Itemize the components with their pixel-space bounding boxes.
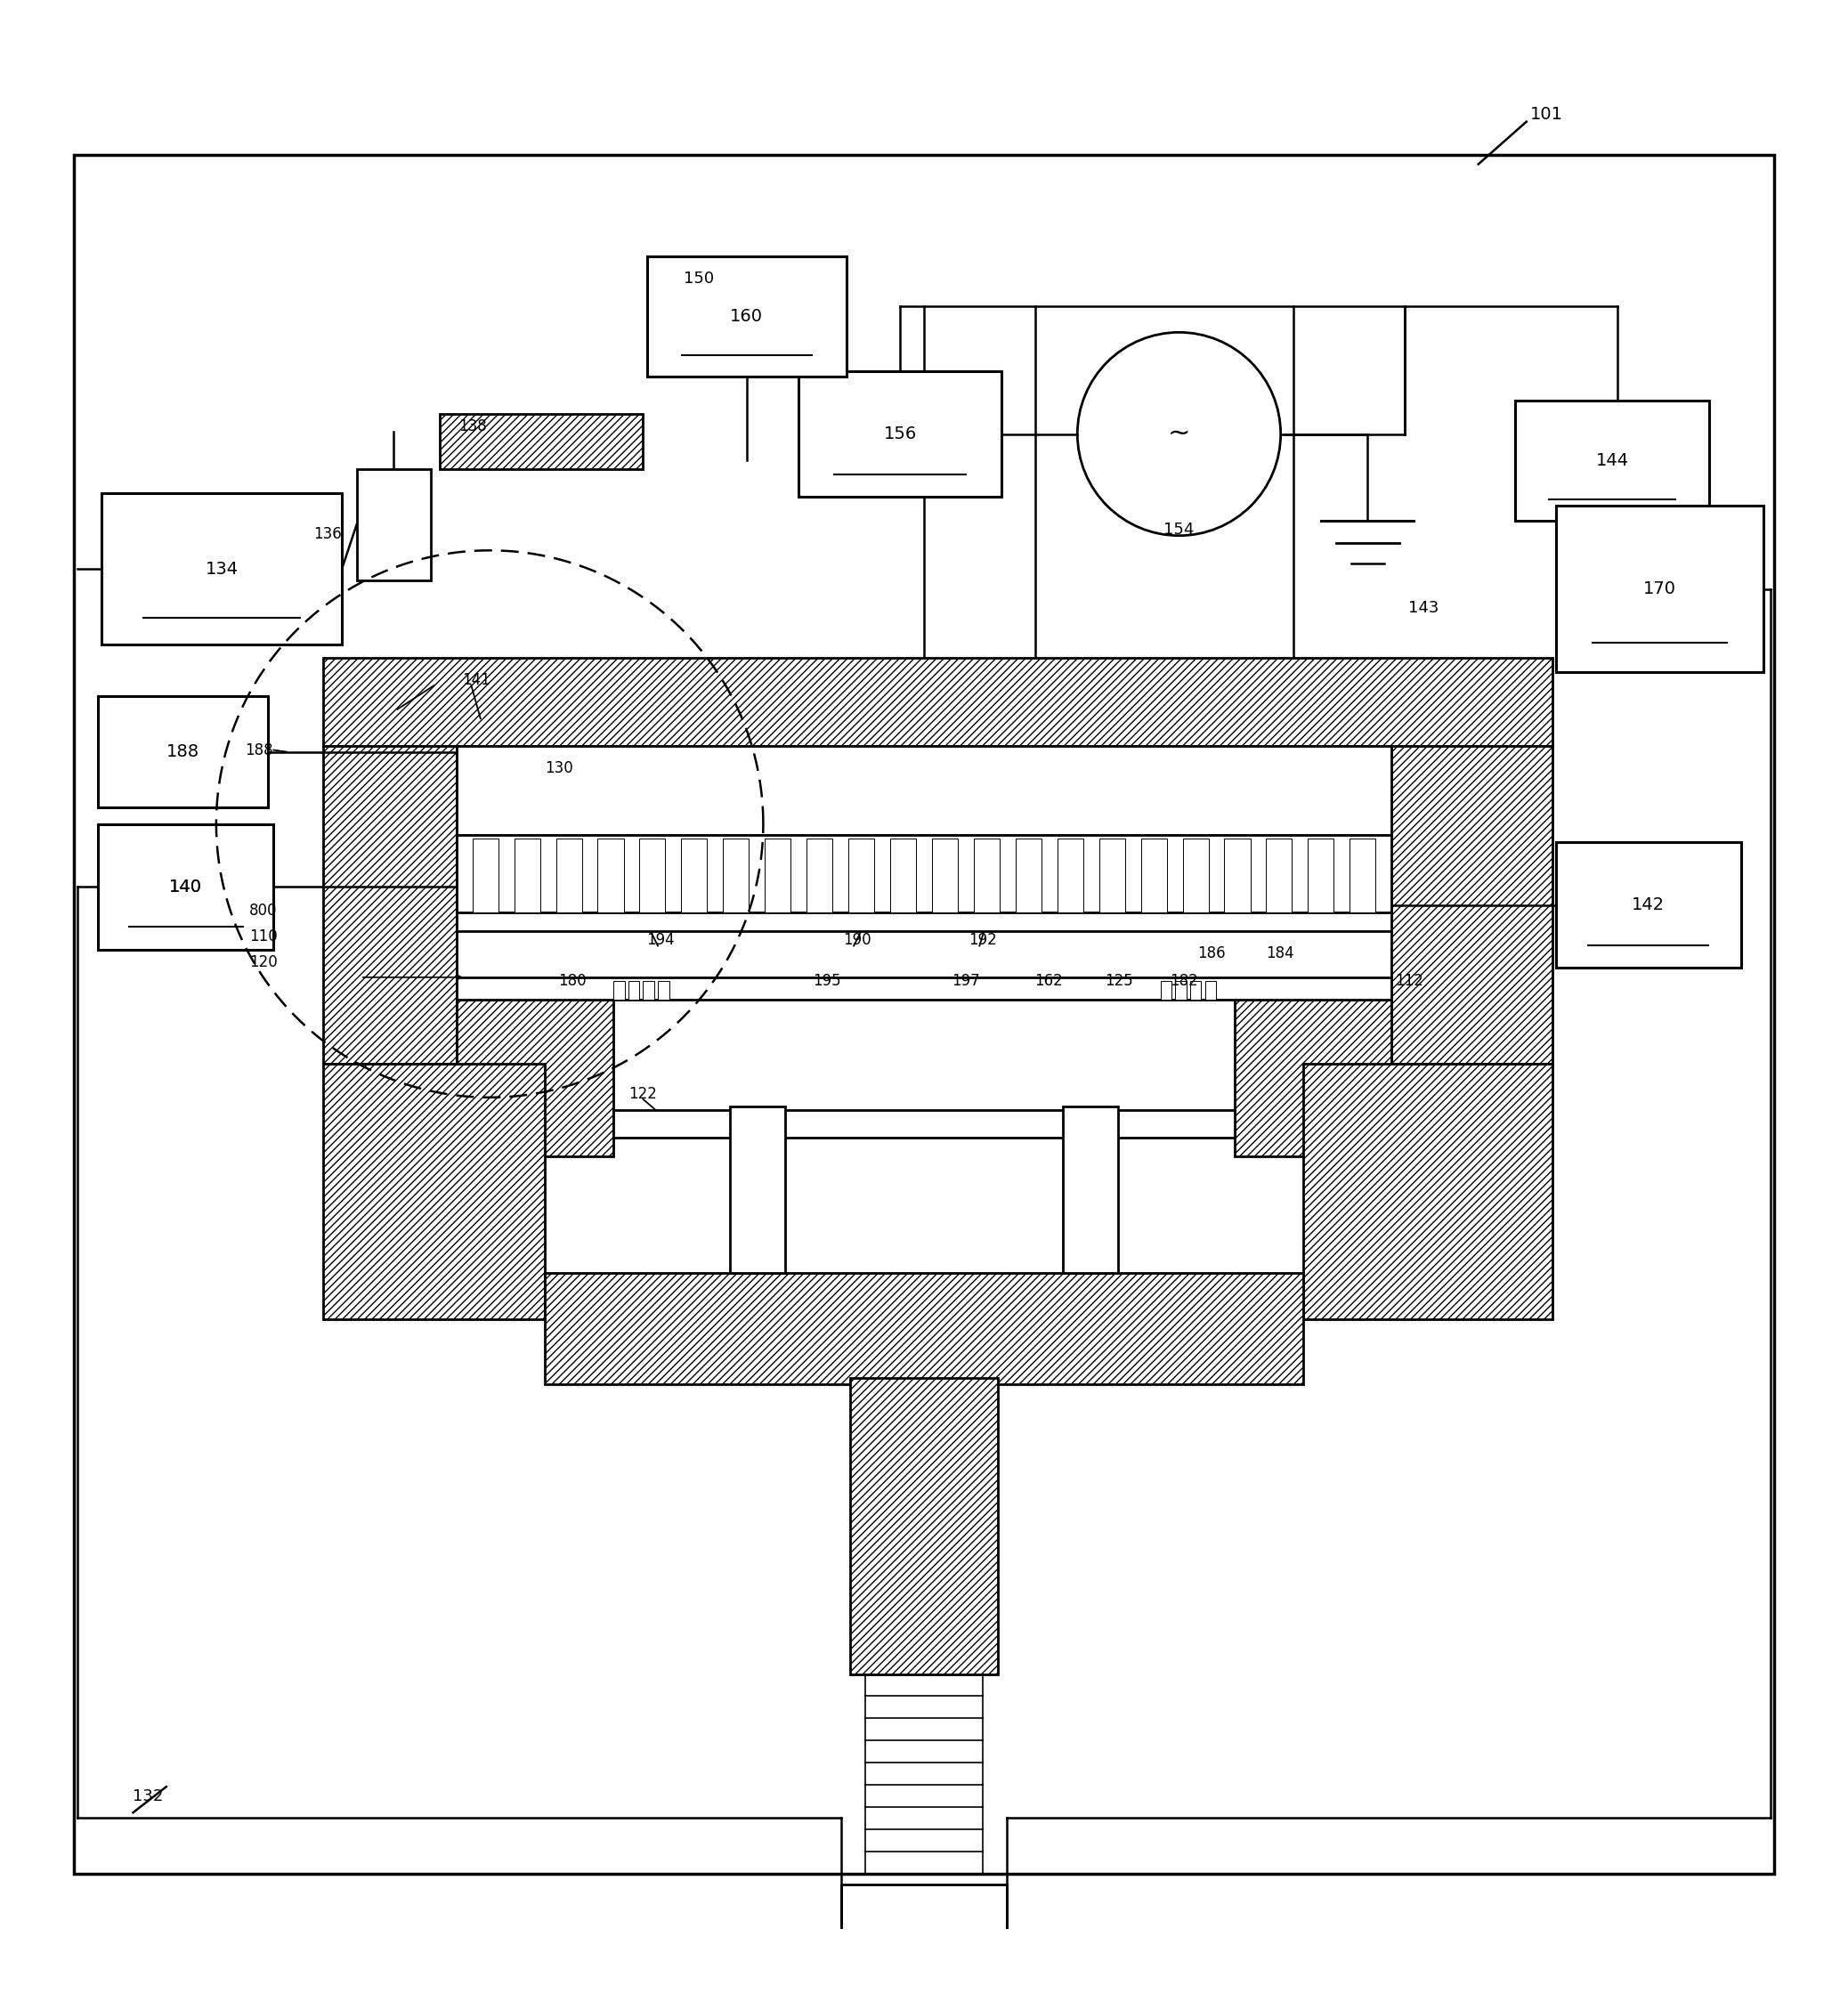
Bar	[865, 1962, 983, 2002]
Bar	[643, 981, 654, 999]
Bar	[647, 257, 846, 376]
Text: 186: 186	[1198, 945, 1225, 961]
Text: 130: 130	[545, 760, 573, 776]
Text: 142: 142	[1632, 896, 1665, 915]
Text: 197: 197	[952, 973, 979, 989]
Bar	[848, 838, 874, 913]
Text: 140: 140	[170, 878, 201, 894]
Text: 180: 180	[558, 973, 586, 989]
Bar	[514, 838, 540, 913]
Text: 188: 188	[166, 744, 200, 760]
Bar	[102, 492, 342, 645]
Bar	[639, 838, 665, 913]
Bar	[974, 838, 1000, 913]
Text: 120: 120	[249, 955, 277, 971]
Text: ~: ~	[1168, 420, 1190, 446]
Bar	[1392, 746, 1552, 1063]
Text: 170: 170	[1643, 581, 1676, 597]
Bar	[1057, 838, 1083, 913]
Bar	[931, 838, 957, 913]
Text: 140: 140	[170, 878, 201, 894]
Text: 144: 144	[1597, 452, 1628, 468]
Bar	[628, 981, 639, 999]
Text: 132: 132	[133, 1789, 164, 1803]
Text: 162: 162	[1035, 973, 1063, 989]
Bar	[456, 999, 614, 1156]
Text: 143: 143	[1408, 599, 1440, 615]
Bar	[323, 746, 456, 1063]
Bar	[682, 838, 708, 913]
Bar	[1161, 981, 1172, 999]
Bar	[765, 838, 791, 913]
Bar	[1016, 838, 1042, 913]
Text: 194: 194	[647, 933, 675, 949]
Text: 184: 184	[1266, 945, 1294, 961]
Text: 160: 160	[730, 308, 763, 326]
Bar	[841, 1885, 1007, 1962]
Bar	[1175, 981, 1186, 999]
Bar	[1234, 999, 1392, 1156]
Bar	[806, 838, 832, 913]
Bar	[456, 746, 1392, 834]
Bar	[1140, 838, 1166, 913]
Bar	[98, 695, 268, 808]
Text: 188: 188	[246, 742, 274, 758]
Text: 110: 110	[249, 929, 277, 945]
Bar	[1515, 400, 1709, 521]
Bar	[614, 981, 625, 999]
Bar	[1205, 981, 1216, 999]
Bar	[658, 981, 669, 999]
Bar	[357, 468, 431, 581]
Text: 195: 195	[813, 973, 841, 989]
Bar	[98, 824, 274, 949]
Bar	[456, 834, 1392, 917]
Bar	[1266, 838, 1292, 913]
Text: 138: 138	[458, 418, 486, 434]
Bar	[323, 657, 1552, 746]
Bar	[850, 1379, 998, 1674]
Bar	[473, 838, 499, 913]
Bar	[440, 414, 643, 468]
Bar	[891, 838, 917, 913]
Bar	[723, 838, 748, 913]
Text: 136: 136	[314, 527, 342, 543]
Bar	[456, 977, 1392, 999]
Bar	[323, 1063, 545, 1319]
Bar	[1556, 842, 1741, 969]
Bar	[798, 372, 1002, 496]
Text: 101: 101	[1530, 107, 1563, 123]
Bar	[1556, 507, 1763, 673]
Bar	[1100, 838, 1125, 913]
Text: 192: 192	[968, 933, 996, 949]
Bar	[1349, 838, 1375, 913]
Bar	[545, 1272, 1303, 1383]
Bar	[597, 838, 623, 913]
Text: 125: 125	[1105, 973, 1133, 989]
Text: 182: 182	[1170, 973, 1198, 989]
Bar	[456, 913, 1392, 931]
Text: 190: 190	[843, 933, 870, 949]
Text: 154: 154	[1164, 523, 1194, 539]
Bar	[1183, 838, 1209, 913]
Bar	[614, 1110, 1234, 1138]
Text: 122: 122	[628, 1085, 656, 1101]
Bar	[556, 838, 582, 913]
Bar	[1225, 838, 1251, 913]
Text: 141: 141	[462, 671, 490, 687]
Bar	[1063, 1108, 1118, 1272]
Text: 800: 800	[249, 902, 277, 919]
Bar	[1303, 1063, 1552, 1319]
Text: 150: 150	[684, 271, 713, 287]
Bar	[1190, 981, 1201, 999]
Text: 156: 156	[883, 426, 917, 442]
Text: 112: 112	[1395, 973, 1423, 989]
Text: 134: 134	[205, 561, 238, 577]
Bar	[1308, 838, 1334, 913]
Bar	[730, 1108, 785, 1272]
